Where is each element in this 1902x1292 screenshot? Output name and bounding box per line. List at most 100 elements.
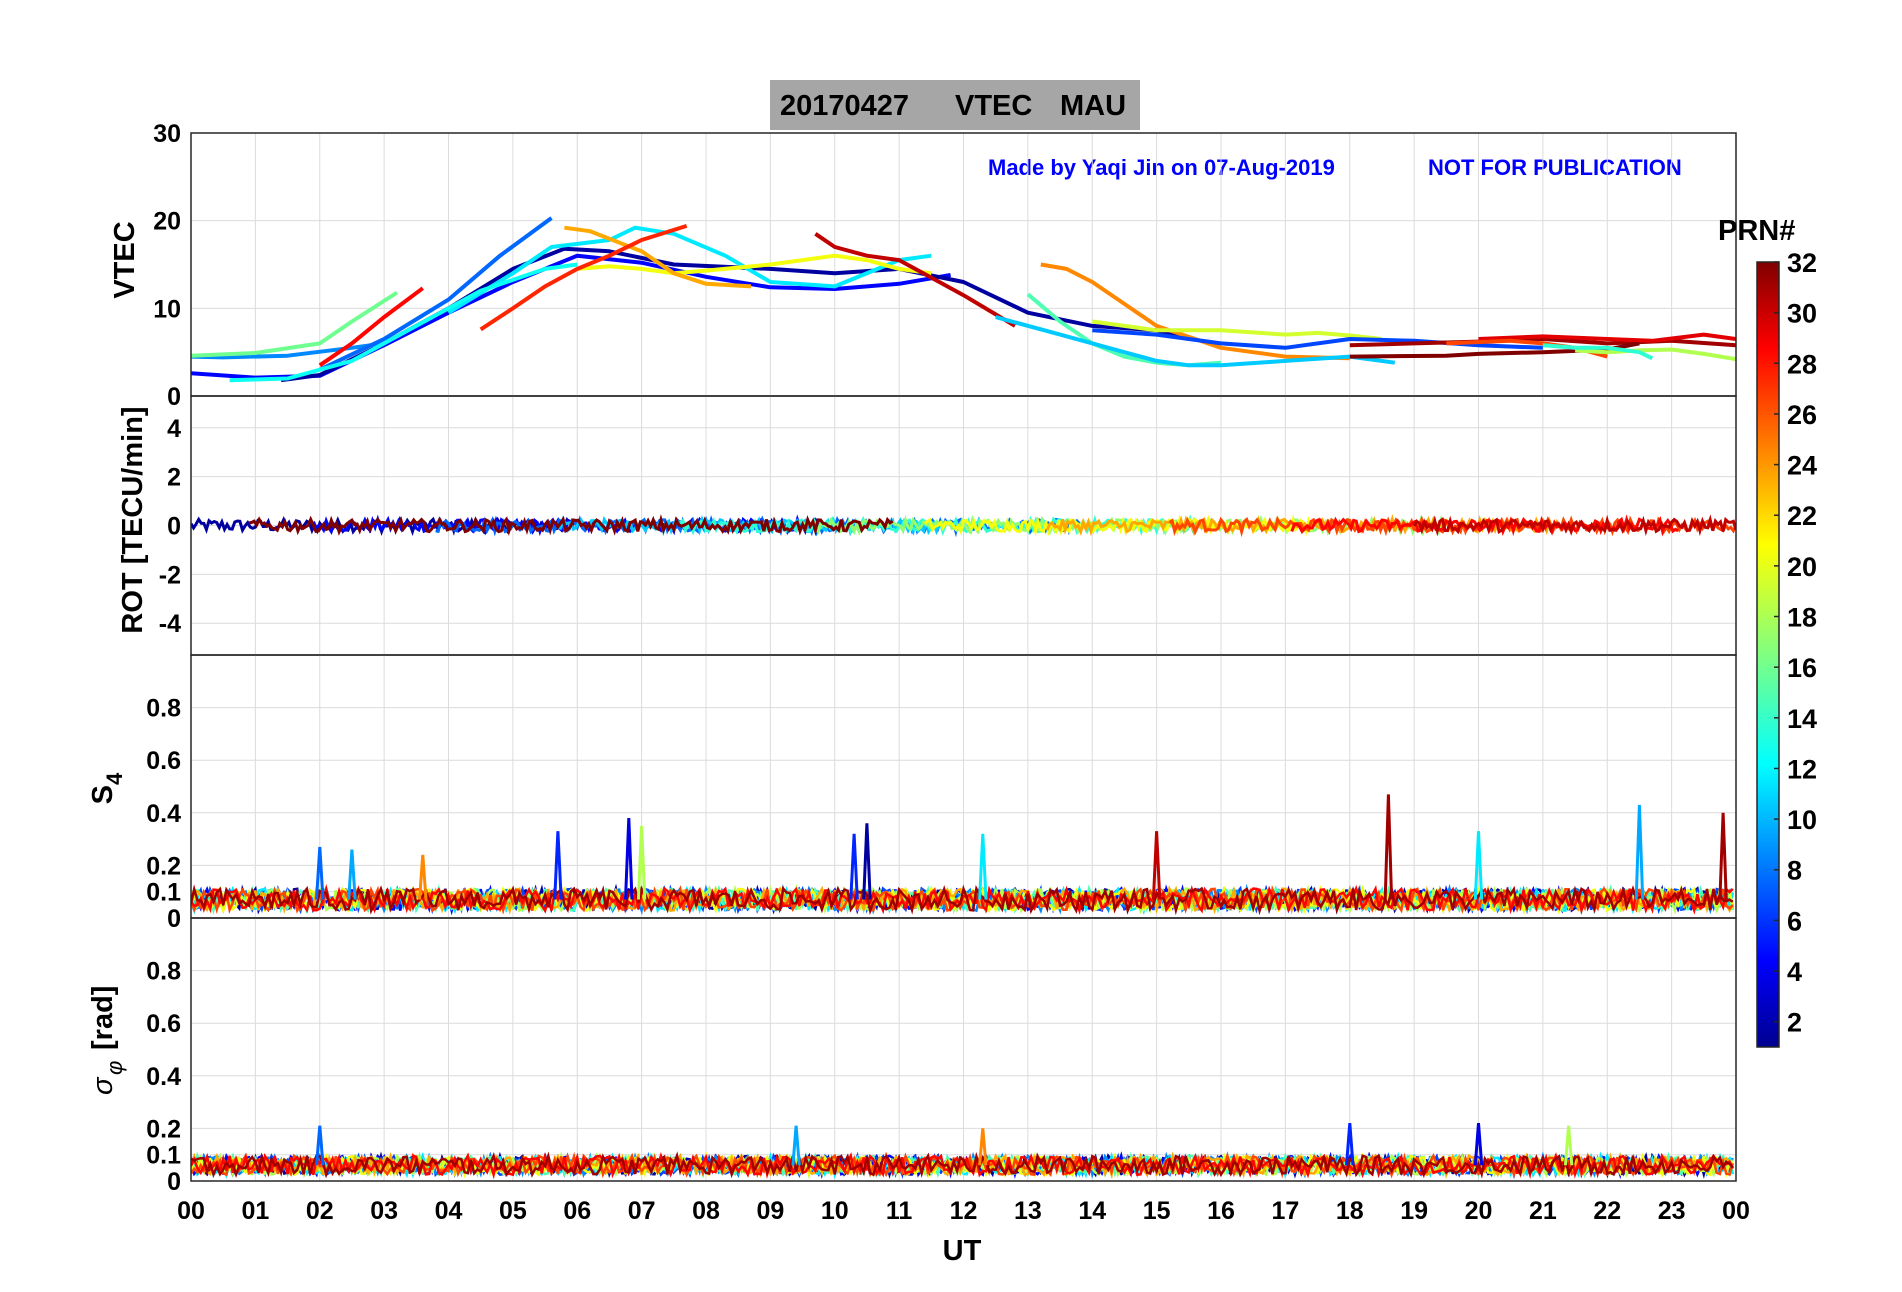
s4-spike [347,849,357,900]
x-tick-label: 09 [756,1197,784,1225]
colorbar-tick-label: 10 [1787,805,1817,835]
x-tick-label: 22 [1593,1197,1621,1225]
s4-spike [315,846,325,900]
colorbar-tick-label: 18 [1787,603,1817,633]
colorbar-title: PRN# [1718,215,1795,247]
s4-ytick-label: 0.6 [146,747,181,775]
x-tick-label: 06 [563,1197,591,1225]
s4-panel: 00.10.2 0.4 0.6 0.8 [146,654,1737,933]
sigma-ytick-label: 0 [167,1168,181,1196]
x-tick-label: 15 [1143,1197,1171,1225]
title-product: VTEC [955,90,1032,122]
rot-ytick-label: 4 [167,415,181,443]
x-tick-label: 03 [370,1197,398,1225]
sigma-ytick-label: 0.8 [146,958,181,986]
x-tick-label: 23 [1658,1197,1686,1225]
s4-spike [636,825,647,900]
vtec-series-prn-14 [1542,343,1654,361]
x-tick-label: 11 [886,1197,913,1225]
s4-spike [862,823,872,900]
sigma-spike [1345,1122,1355,1166]
s4-ylabel-sub: 4 [102,772,127,785]
s4-spike [624,818,634,900]
sigma-phi-panel: 00.10.2 0.4 0.6 0.8 [146,917,1737,1196]
sigma-series [191,1122,1735,1180]
warning-note: NOT FOR PUBLICATION [1428,155,1682,180]
vtec-ytick-label: 30 [153,120,181,148]
vtec-series-prn-30 [814,232,1017,328]
vtec-series-prn-11 [995,315,1396,368]
rot-panel: -4 -2 0 2 4 [159,395,1737,656]
x-tick-label: 13 [1014,1197,1042,1225]
vtec-series-prn-19 [1092,319,1383,341]
s4-ytick-label: 0.1 [146,879,181,907]
colorbar-tick-label: 4 [1787,957,1802,987]
x-tick-label: 07 [628,1197,656,1225]
vtec-series-prn-18 [1574,347,1736,362]
s4-spike [1151,831,1162,900]
colorbar-tick-label: 16 [1787,653,1817,683]
s4-spike [1383,794,1394,900]
s4-ytick-label: 0.8 [146,695,181,723]
vtec-series-prn-16 [191,290,399,358]
sigma-ytick-label: 0.2 [146,1115,181,1143]
x-tick-label: 21 [1529,1197,1557,1225]
vtec-series-prn-13 [229,262,578,383]
sigma-ytick-label: 0.4 [146,1063,181,1091]
sigma-spike [315,1125,325,1166]
vtec-series-prn-27 [479,223,688,332]
colorbar-gradient [1756,261,1780,1048]
vtec-ytick-label: 0 [167,383,181,411]
rot-series-prn-28 [1290,514,1679,537]
colorbar-tick-label: 22 [1787,501,1817,531]
x-tick-label: 19 [1400,1197,1428,1225]
colorbar-tick-label: 20 [1787,552,1817,582]
s4-spike [1473,831,1484,900]
s4-ytick-label: 0 [167,905,181,933]
rot-series [191,514,1736,538]
vtec-ytick-label: 10 [153,295,181,323]
colorbar-tick-label: 32 [1787,248,1817,278]
title-station: MAU [1060,90,1126,122]
colorbar-tick-label: 6 [1787,906,1802,936]
vtec-ylabel: VTEC [109,221,141,298]
x-tick-label: 14 [1078,1197,1106,1225]
s4-spike [1634,804,1645,900]
vtec-series-prn-20 [577,253,932,276]
colorbar-tick-label: 14 [1787,704,1817,734]
s4-ytick-label: 0.4 [146,800,181,828]
sigma-spike [1473,1122,1484,1166]
rot-ytick-label: 2 [167,464,181,492]
vtec-series [191,216,1736,383]
colorbar-tick-label: 28 [1787,349,1817,379]
vtec-series-prn-8 [318,216,553,372]
sigma-spike [978,1128,988,1166]
x-tick-label: 05 [499,1197,527,1225]
sigma-ylabel-sub: φ [102,1061,127,1075]
x-tick-label: 04 [435,1197,463,1225]
x-tick-label: 18 [1336,1197,1364,1225]
vtec-ytick-label: 20 [153,208,181,236]
x-tick-label: 12 [950,1197,978,1225]
s4-spike [849,833,859,900]
x-tick-label: 08 [692,1197,720,1225]
x-tick-labels: 00 01 02 03 04 05 06 07 08 09 10 11 12 13 14 15 16 17 18 19… [177,1197,1750,1225]
vtec-series-prn-28 [318,286,424,367]
x-tick-label: 10 [821,1197,849,1225]
rot-series-prn-30 [1412,514,1736,537]
sigma-ytick-label: 0.1 [146,1142,181,1170]
sigma-spike [791,1125,801,1166]
colorbar-tick-label: 2 [1787,1008,1802,1038]
rot-ytick-label: -2 [159,561,181,589]
vtec-series-prn-24 [1040,262,1350,361]
sigma-series-prn-31 [191,1151,1734,1179]
x-tick-label: 00 [1722,1197,1750,1225]
x-tick-label: 16 [1207,1197,1235,1225]
vtec-series-prn-23 [564,225,752,289]
s4-grid [190,655,1737,919]
x-tick-label: 20 [1465,1197,1493,1225]
vtec-series-prn-29 [1478,332,1736,343]
s4-ylabel: S 4 [87,772,127,804]
